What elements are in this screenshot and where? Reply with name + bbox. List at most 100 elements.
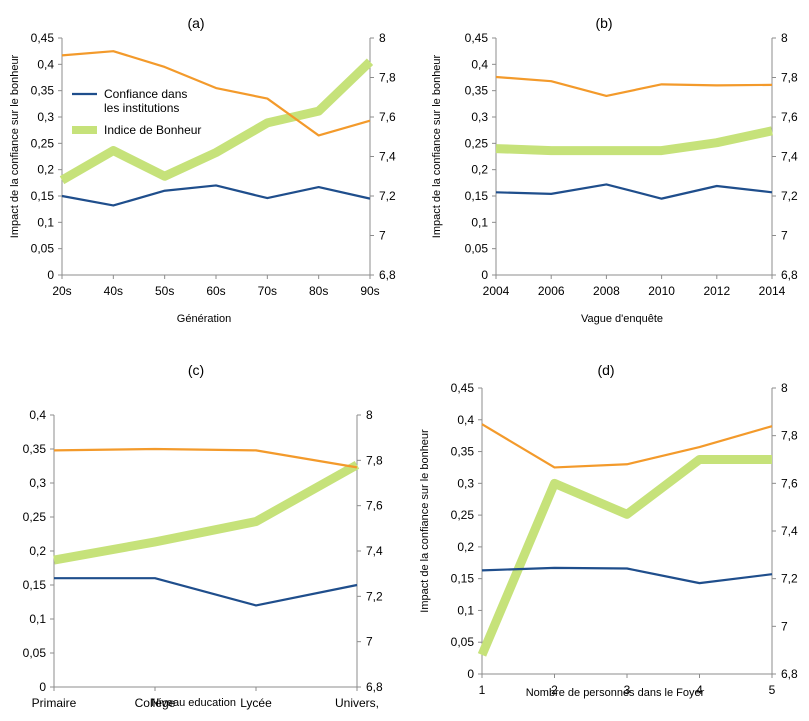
y-tick-label: 0,4 — [471, 57, 488, 71]
y-tick-label: 0,3 — [471, 110, 488, 124]
y2-tick-label: 6,8 — [379, 268, 396, 282]
x-tick-label: 2004 — [483, 284, 510, 298]
x-tick-label: Univers, — [335, 696, 379, 710]
y-tick-label: 0,2 — [457, 540, 474, 554]
y-tick-label: 0,45 — [31, 31, 55, 45]
y-tick-label: 0,1 — [471, 215, 488, 229]
y-tick-label: 0,2 — [37, 163, 54, 177]
y2-tick-label: 7,2 — [366, 589, 383, 603]
x-tick-label: 2014 — [759, 284, 786, 298]
x-axis-label: Génération — [177, 313, 231, 325]
chart-title: (d) — [597, 362, 614, 378]
y2-tick-label: 8 — [781, 381, 788, 395]
y-tick-label: 0,3 — [37, 110, 54, 124]
y2-tick-label: 7,8 — [781, 71, 798, 85]
chart-2: (b) 0 0,05 0,1 0,15 0,2 0,25 0,3 0,35 0,4 0,45 6,8 7… — [431, 15, 798, 325]
series-line-confiance — [61, 184, 371, 207]
y2-tick-label: 6,8 — [781, 268, 798, 282]
y-tick-label: 0,05 — [31, 242, 55, 256]
y-tick-label: 0 — [481, 268, 488, 282]
y2-tick-label: 7,6 — [781, 110, 798, 124]
y2-tick-label: 7,8 — [366, 453, 383, 467]
y-tick-label: 0,1 — [37, 215, 54, 229]
series-line-confiance — [481, 566, 773, 585]
y2-tick-label: 7,2 — [781, 572, 798, 586]
series-line-bonheur — [477, 455, 772, 657]
x-tick-label: Collège — [135, 696, 176, 710]
y2-tick-label: 7,8 — [379, 71, 396, 85]
y2-tick-label: 7 — [379, 229, 386, 243]
y-tick-label: 0,2 — [29, 544, 46, 558]
y2-tick-label: 7,4 — [379, 150, 396, 164]
x-tick-label: Primaire — [32, 696, 77, 710]
y-tick-label: 0,45 — [465, 31, 489, 45]
y2-tick-label: 7 — [366, 635, 373, 649]
y-tick-label: 0,1 — [29, 612, 46, 626]
y-tick-label: 0 — [467, 667, 474, 681]
chart-title: (a) — [187, 15, 204, 31]
y-tick-label: 0 — [39, 680, 46, 694]
y-tick-label: 0,25 — [451, 508, 475, 522]
x-tick-label: Lycée — [240, 696, 272, 710]
chart-title: (c) — [188, 362, 204, 378]
legend-label-bonheur: Indice de Bonheur — [104, 123, 201, 137]
x-tick-label: 60s — [206, 284, 225, 298]
y2-tick-label: 7,4 — [781, 150, 798, 164]
y-tick-label: 0,15 — [451, 572, 475, 586]
x-tick-label: 20s — [52, 284, 71, 298]
x-tick-label: 5 — [769, 683, 776, 697]
x-tick-label: 3 — [624, 683, 631, 697]
y-tick-label: 0,4 — [37, 57, 54, 71]
y2-tick-label: 7,2 — [781, 189, 798, 203]
x-tick-label: 2010 — [648, 284, 675, 298]
legend: Confiance dans les institutions Indice de … — [72, 87, 201, 137]
y-tick-label: 0,15 — [465, 189, 489, 203]
series-line-bonheur — [495, 126, 773, 156]
y-tick-label: 0,4 — [29, 408, 46, 422]
y-tick-label: 0,05 — [451, 635, 475, 649]
y-tick-label: 0,2 — [471, 163, 488, 177]
chart-4: (d) 0 0,05 0,1 0,15 0,2 0,25 0,3 0,35 0,4 0,45 6,8 7… — [419, 362, 798, 699]
y-tick-label: 0,3 — [29, 476, 46, 490]
x-tick-label: 2008 — [593, 284, 620, 298]
y2-tick-label: 6,8 — [366, 680, 383, 694]
x-tick-label: 90s — [360, 284, 379, 298]
y-tick-label: 0,15 — [31, 189, 55, 203]
x-tick-label: 40s — [104, 284, 123, 298]
y-tick-label: 0,25 — [23, 510, 47, 524]
series-line-confiance — [495, 183, 773, 200]
y-tick-label: 0,25 — [31, 136, 55, 150]
y2-tick-label: 6,8 — [781, 667, 798, 681]
x-axis-label: Niveau education — [151, 697, 236, 709]
y-tick-label: 0,35 — [23, 442, 47, 456]
y-tick-label: 0,4 — [457, 413, 474, 427]
x-tick-label: 2006 — [538, 284, 565, 298]
series-line-third — [53, 447, 358, 469]
y-tick-label: 0,35 — [465, 84, 489, 98]
x-tick-label: 2 — [551, 683, 558, 697]
series-line-bonheur — [59, 58, 374, 185]
y-tick-label: 0,15 — [23, 578, 47, 592]
x-tick-label: 50s — [155, 284, 174, 298]
y2-tick-label: 8 — [379, 31, 386, 45]
y-tick-label: 0,35 — [31, 84, 55, 98]
y2-tick-label: 7,8 — [781, 429, 798, 443]
y2-tick-label: 8 — [366, 408, 373, 422]
y-tick-label: 0,1 — [457, 603, 474, 617]
y2-tick-label: 7,6 — [379, 110, 396, 124]
y-axis-label: Impact de la confiance sur le bonheur — [9, 54, 21, 238]
y2-tick-label: 7,4 — [366, 544, 383, 558]
x-tick-label: 2012 — [703, 284, 730, 298]
y2-tick-label: 7 — [781, 619, 788, 633]
y2-tick-label: 8 — [781, 31, 788, 45]
chart-3: (c) 0 0,05 0,1 0,15 0,2 0,25 0,3 0,35 0,4 6,8 7 7,2 7… — [23, 362, 383, 710]
y2-tick-label: 7,6 — [366, 499, 383, 513]
y-tick-label: 0,05 — [465, 242, 489, 256]
y2-tick-label: 7,2 — [379, 189, 396, 203]
chart-1: (a) 0 0,05 0,1 0,15 0,2 0,25 0,3 0,35 0,4 0,45 6,8 7… — [9, 15, 396, 325]
y-tick-label: 0,25 — [465, 136, 489, 150]
y2-tick-label: 7 — [781, 229, 788, 243]
x-tick-label: 4 — [696, 683, 703, 697]
y-tick-label: 0,35 — [451, 445, 475, 459]
